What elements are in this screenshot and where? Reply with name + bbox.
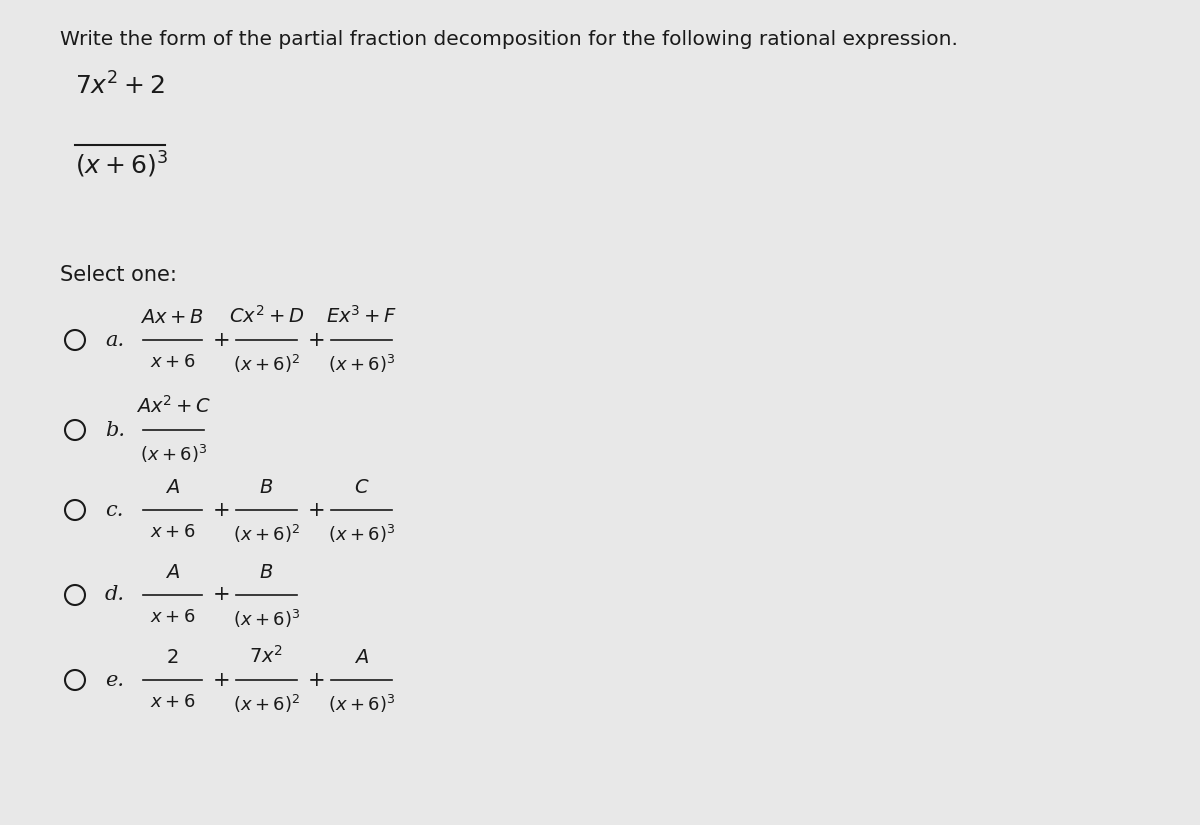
Text: b.: b. xyxy=(106,421,125,440)
Text: $(x+6)^3$: $(x+6)^3$ xyxy=(328,353,395,375)
Text: $A$: $A$ xyxy=(354,649,370,667)
Text: +: + xyxy=(214,586,230,605)
Text: +: + xyxy=(214,671,230,690)
Text: $Ex^3+F$: $Ex^3+F$ xyxy=(326,305,397,327)
Text: $(x+6)^2$: $(x+6)^2$ xyxy=(233,353,300,375)
Text: a.: a. xyxy=(106,331,124,350)
Text: $x+6$: $x+6$ xyxy=(150,523,196,541)
Text: $(x+6)^2$: $(x+6)^2$ xyxy=(233,523,300,545)
Text: Write the form of the partial fraction decomposition for the following rational : Write the form of the partial fraction d… xyxy=(60,30,958,49)
Text: Select one:: Select one: xyxy=(60,265,176,285)
Text: $(x+6)^3$: $(x+6)^3$ xyxy=(328,693,395,715)
Text: $x+6$: $x+6$ xyxy=(150,693,196,711)
Text: $2$: $2$ xyxy=(167,649,179,667)
Text: +: + xyxy=(214,331,230,350)
Text: $Cx^2+D$: $Cx^2+D$ xyxy=(229,305,304,327)
Text: $(x+6)^3$: $(x+6)^3$ xyxy=(233,608,300,630)
Text: $Ax+B$: $Ax+B$ xyxy=(140,309,204,327)
Text: $x+6$: $x+6$ xyxy=(150,353,196,371)
Text: c.: c. xyxy=(106,501,124,520)
Text: d.: d. xyxy=(106,586,125,605)
Text: $Ax^2+C$: $Ax^2+C$ xyxy=(136,395,211,417)
Text: +: + xyxy=(308,501,326,520)
Text: $7x^2$: $7x^2$ xyxy=(250,645,283,667)
Text: $B$: $B$ xyxy=(259,564,274,582)
Text: $B$: $B$ xyxy=(259,479,274,497)
Text: $(x+6)^3$: $(x+6)^3$ xyxy=(328,523,395,545)
Text: e.: e. xyxy=(106,671,124,690)
Text: $(x+6)^3$: $(x+6)^3$ xyxy=(74,150,168,180)
Text: $(x+6)^3$: $(x+6)^3$ xyxy=(140,443,208,465)
Text: $7x^2+2$: $7x^2+2$ xyxy=(74,73,164,100)
Text: $A$: $A$ xyxy=(164,564,180,582)
Text: $x+6$: $x+6$ xyxy=(150,608,196,626)
Text: +: + xyxy=(308,671,326,690)
Text: +: + xyxy=(214,501,230,520)
Text: $C$: $C$ xyxy=(354,479,370,497)
Text: +: + xyxy=(308,331,326,350)
Text: $A$: $A$ xyxy=(164,479,180,497)
Text: $(x+6)^2$: $(x+6)^2$ xyxy=(233,693,300,715)
